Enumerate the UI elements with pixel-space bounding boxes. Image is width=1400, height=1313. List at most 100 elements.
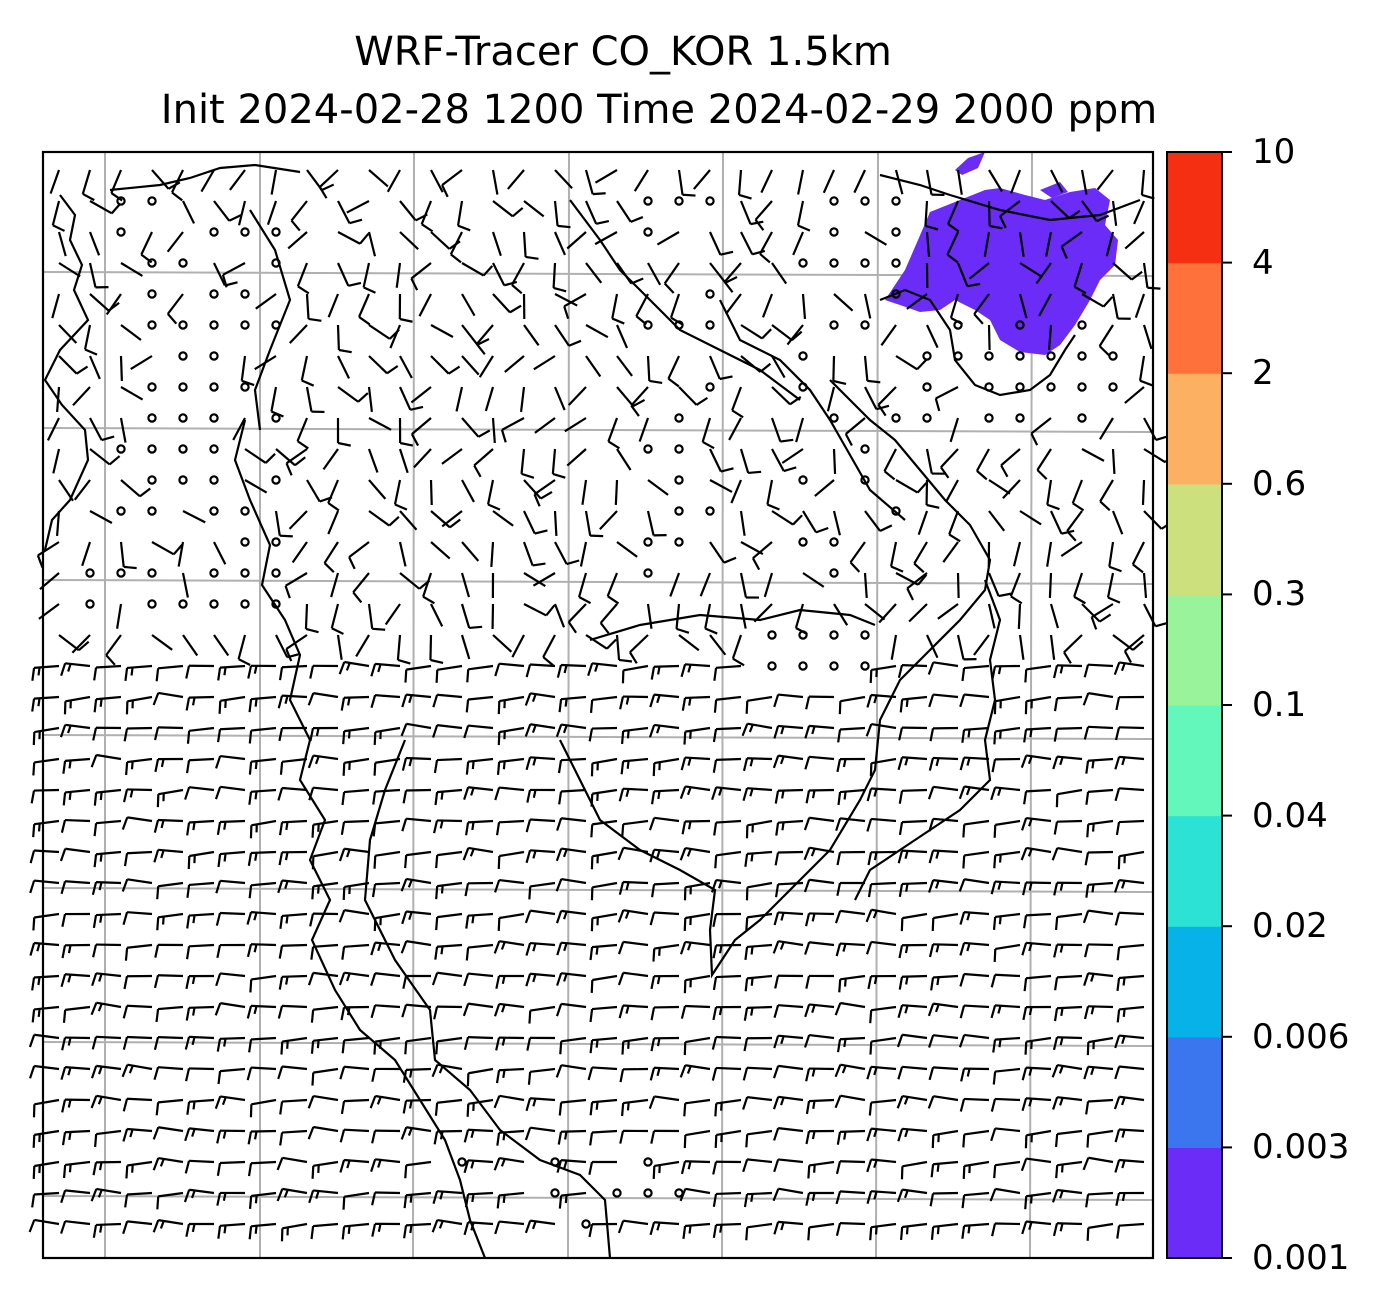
wind-barb: [927, 661, 959, 675]
wind-barb: [620, 726, 649, 745]
wind-barb: [742, 1066, 773, 1081]
wind-barb: [90, 1187, 122, 1202]
wind-barb: [730, 479, 743, 504]
wind-barb: [186, 726, 215, 744]
wind-barb: [348, 541, 370, 570]
wind-barb: [712, 1160, 742, 1175]
calm-wind-circle: [1046, 351, 1056, 361]
wind-barb: [1085, 881, 1114, 898]
wind-barb: [805, 1129, 835, 1145]
wind-barb: [590, 881, 618, 901]
wind-barb: [835, 1160, 866, 1175]
wind-barb: [184, 786, 215, 800]
map-area: [28, 150, 1175, 1260]
wind-barb: [401, 910, 432, 925]
calm-wind-circle: [705, 506, 715, 516]
wind-barb: [731, 634, 745, 667]
wind-barb: [156, 881, 184, 900]
wind-barb: [773, 911, 804, 926]
wind-barb: [1081, 448, 1105, 462]
wind-barb: [993, 1160, 1021, 1179]
wind-barb: [801, 293, 807, 320]
wind-barb: [877, 386, 897, 417]
calm-wind-circle: [147, 506, 157, 516]
wind-barb: [1046, 541, 1053, 567]
wind-barb: [807, 1160, 835, 1179]
wind-barb: [652, 1160, 680, 1179]
wind-barb: [584, 200, 610, 225]
wind-barb: [617, 1219, 649, 1234]
wind-barb: [492, 200, 524, 218]
wind-barb: [894, 169, 904, 195]
calm-wind-circle: [178, 475, 188, 485]
wind-barb: [525, 818, 556, 833]
wind-barb: [940, 448, 959, 479]
calm-wind-circle: [643, 196, 653, 206]
co-plume-main: [885, 188, 1118, 355]
colorbar-tick-label: 4: [1252, 242, 1274, 283]
calm-wind-circle: [922, 382, 932, 392]
wind-barb: [712, 1191, 742, 1207]
wind-barb: [279, 1098, 308, 1115]
calm-wind-circle: [829, 258, 839, 268]
wind-barb: [465, 943, 494, 961]
wind-barb: [1052, 755, 1083, 770]
wind-barb: [1053, 819, 1083, 835]
wind-barb: [318, 169, 339, 199]
wind-barb: [895, 355, 927, 371]
wind-barb: [311, 881, 339, 900]
coastline-peninsula: [363, 739, 612, 1259]
wind-barb: [814, 479, 835, 497]
wind-barb: [708, 231, 734, 256]
wind-barb: [461, 417, 491, 438]
wind-barb: [558, 695, 587, 713]
wind-barb: [182, 200, 196, 224]
wind-barb: [130, 355, 153, 371]
wind-barb: [154, 943, 184, 958]
wind-barb: [594, 231, 618, 246]
wind-barb: [774, 850, 804, 866]
wind-barb: [1052, 1222, 1083, 1237]
wind-barb: [123, 974, 153, 990]
wind-barb: [277, 786, 308, 801]
calm-wind-circle: [1015, 320, 1025, 330]
wind-barb: [713, 695, 742, 713]
wind-barb: [774, 881, 804, 898]
wind-barb: [744, 974, 773, 992]
wind-barb: [495, 1067, 525, 1084]
wind-barb: [1060, 541, 1083, 557]
wind-barb: [621, 1098, 649, 1117]
wind-barb: [491, 231, 502, 257]
wind-barb: [307, 754, 339, 769]
wind-barb: [119, 541, 137, 570]
wind-barb: [680, 1004, 711, 1019]
wind-barb: [833, 603, 849, 626]
wind-barb: [863, 572, 868, 599]
wind-barb: [154, 757, 184, 773]
wind-barb: [584, 169, 606, 196]
wind-barb: [32, 819, 60, 838]
wind-barb: [927, 1095, 959, 1109]
wind-barb: [802, 572, 825, 588]
wind-barb: [968, 262, 990, 280]
wind-barb: [619, 695, 649, 710]
wind-barb: [960, 1067, 990, 1082]
colorbar-segment: [1167, 705, 1222, 817]
map-background: [43, 152, 1153, 1258]
wind-barb: [1083, 972, 1114, 986]
wind-barb: [285, 634, 308, 662]
wind-barb: [656, 231, 680, 246]
river-mid: [589, 608, 876, 642]
wind-barb: [1082, 1156, 1114, 1171]
wind-barb: [89, 417, 115, 442]
wind-barb: [152, 1156, 184, 1171]
wind-barb: [928, 1066, 959, 1081]
colorbar-tick-label: 2: [1252, 353, 1274, 394]
wind-barb: [973, 634, 990, 656]
wind-barb: [838, 695, 866, 715]
wind-barb: [72, 386, 91, 407]
wind-barb: [89, 448, 121, 466]
wind-barb: [337, 231, 370, 245]
wind-barb: [863, 355, 881, 384]
wind-barb: [124, 943, 153, 961]
